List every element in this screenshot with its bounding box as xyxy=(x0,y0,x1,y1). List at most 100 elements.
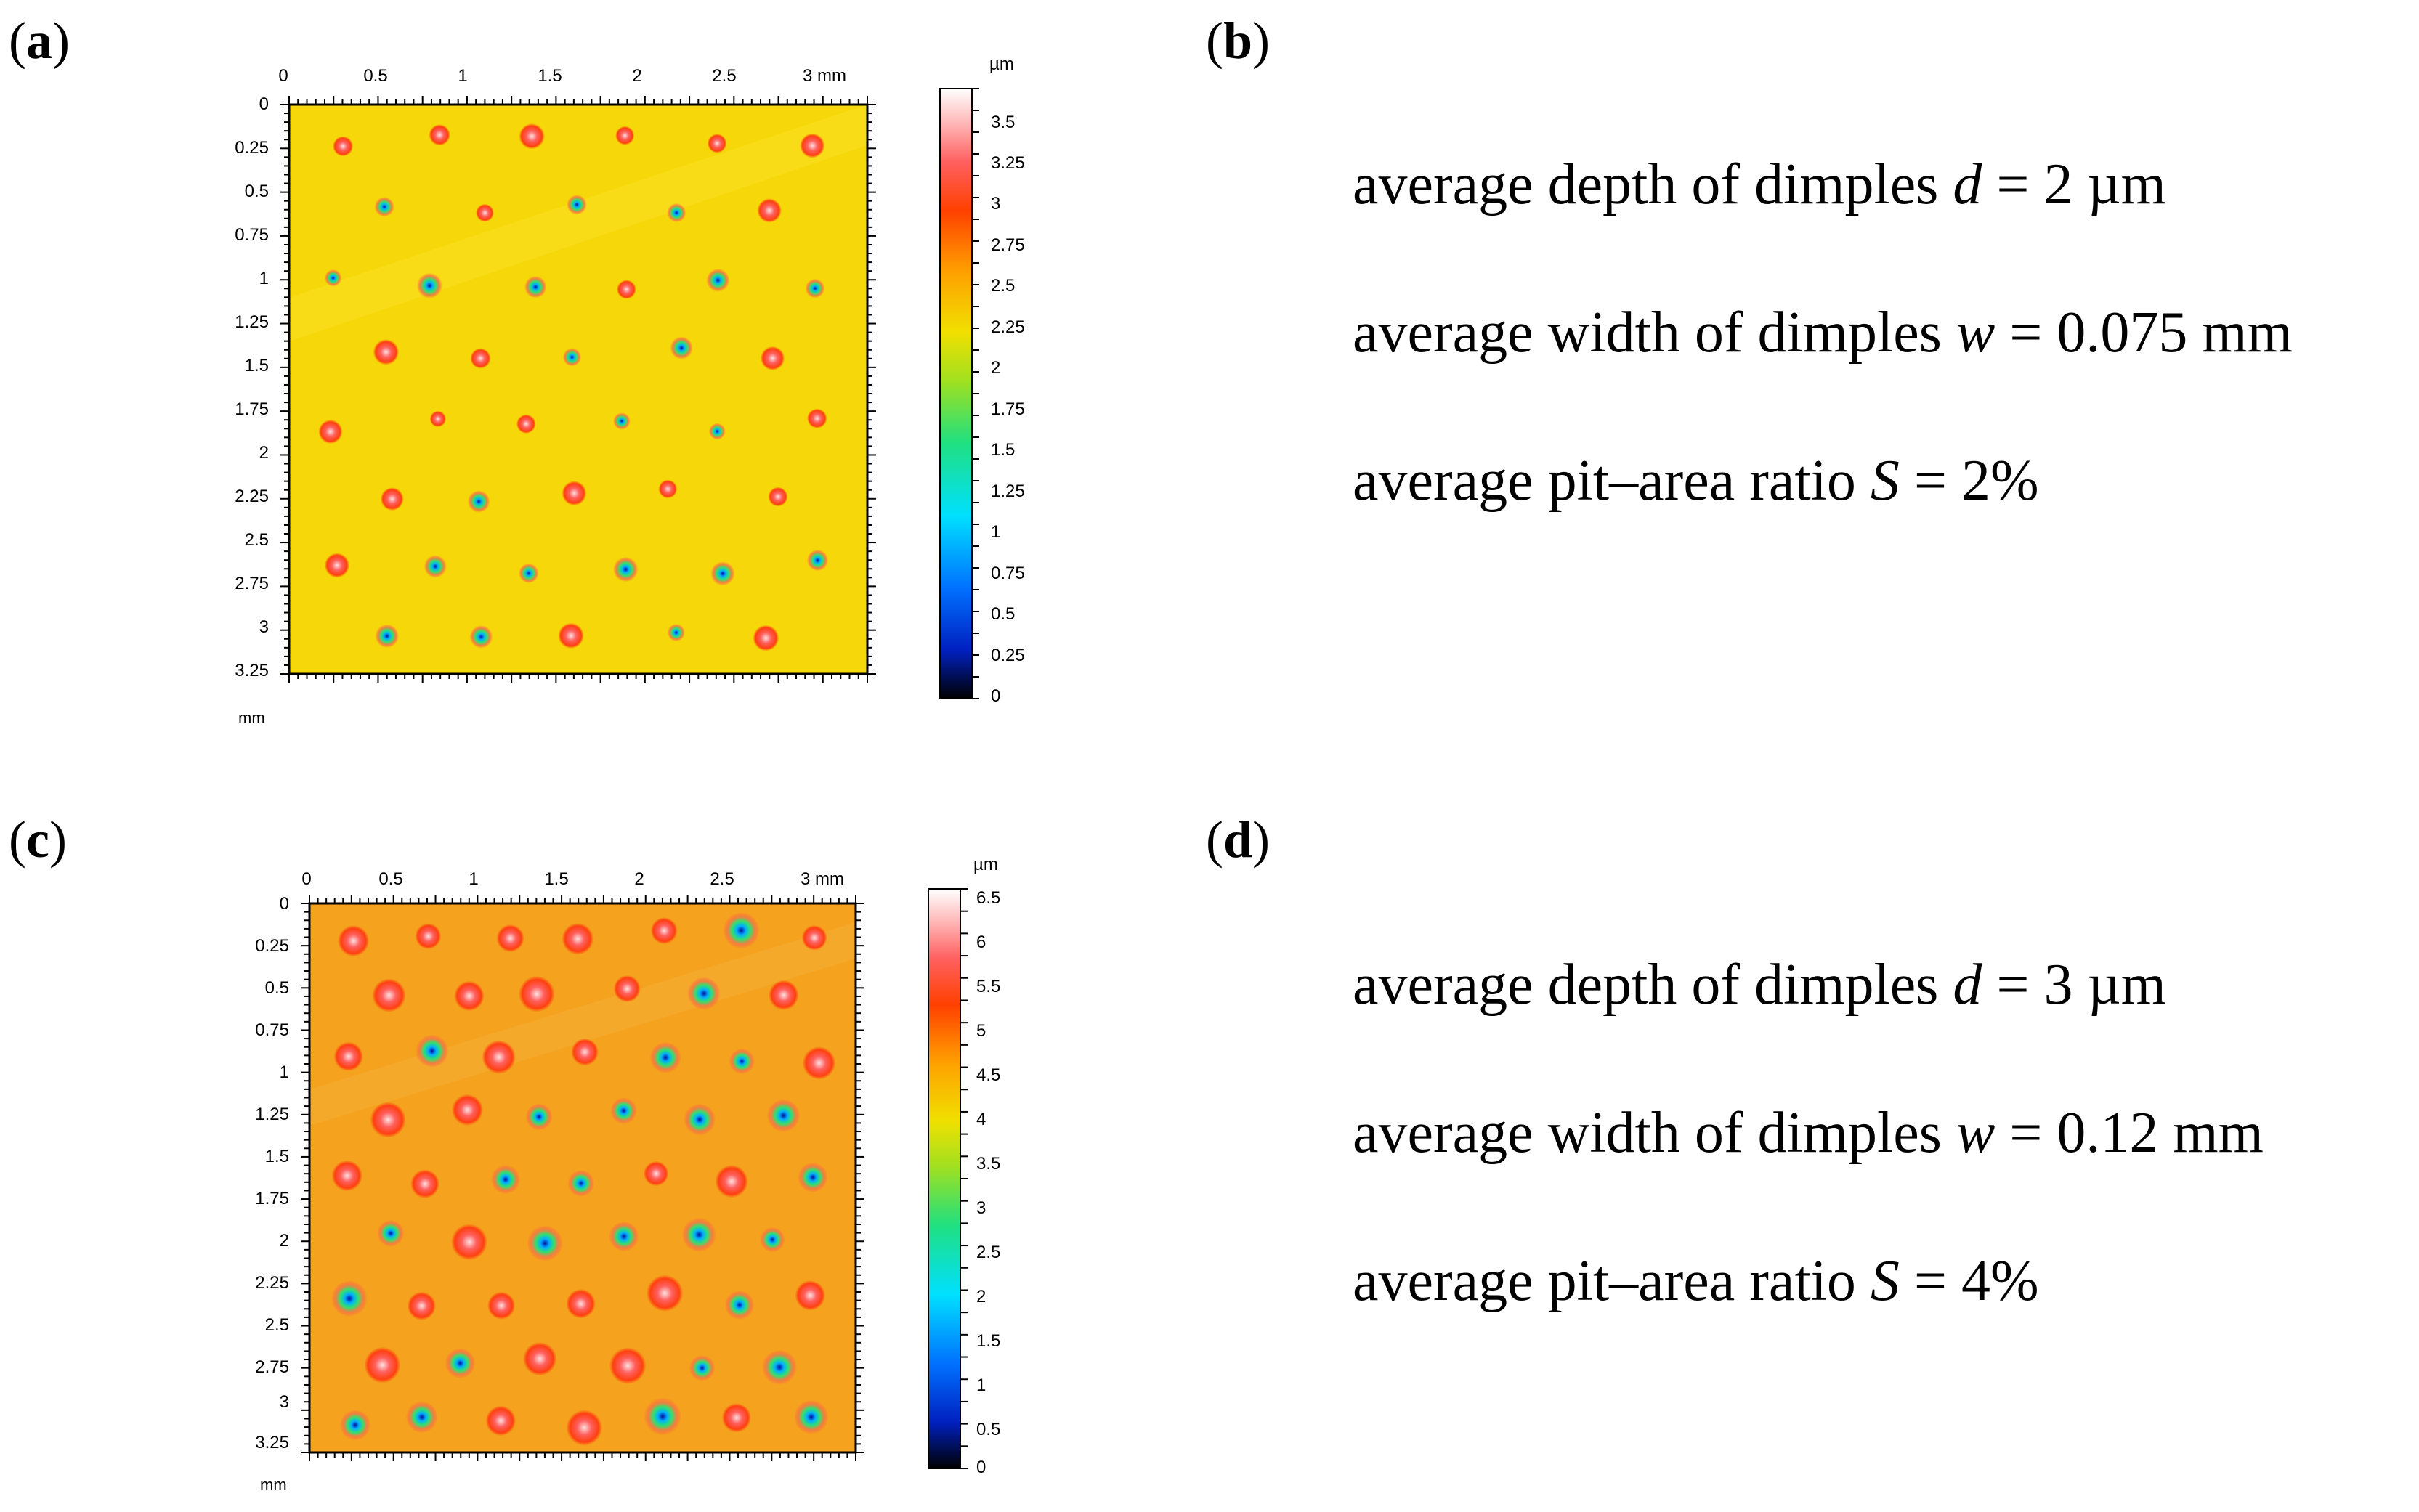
surface-a xyxy=(289,105,867,674)
colorbar-ticks-a xyxy=(972,88,979,699)
colorbar-unit: µm xyxy=(973,855,998,874)
dimple xyxy=(331,1160,363,1192)
y-tick-label: 0.25 xyxy=(255,936,289,956)
dimple xyxy=(617,280,636,299)
dimple xyxy=(333,1041,363,1071)
dimple xyxy=(615,126,635,145)
colorbar-unit: µm xyxy=(989,54,1014,74)
y-tick-label: 1.75 xyxy=(255,1189,289,1208)
dimple xyxy=(609,1347,647,1384)
dimple xyxy=(613,556,639,582)
y-tick-label: 0.75 xyxy=(235,225,269,245)
param-depth-d: average depth of dimples d = 3 µm xyxy=(1353,953,2166,1017)
y-unit-label: mm xyxy=(238,709,265,727)
x-tick-label: 0.5 xyxy=(363,66,387,86)
dimple xyxy=(670,336,693,359)
colorbar-tick-label: 2 xyxy=(991,358,1000,378)
dimple xyxy=(331,1280,368,1317)
colorbar-tick-label: 1.5 xyxy=(976,1331,1000,1351)
dimple xyxy=(798,1162,828,1192)
x-tick-label: 1.5 xyxy=(544,869,568,889)
dimples-a xyxy=(318,123,829,651)
y-tick-label: 1.25 xyxy=(235,312,269,332)
x-tick-label: 1.5 xyxy=(538,66,562,86)
dimple xyxy=(687,977,721,1010)
panel-label-b: (b) xyxy=(1206,12,1271,70)
dimple xyxy=(476,203,494,222)
dimple xyxy=(571,1038,599,1066)
dimple xyxy=(415,923,442,950)
dimple xyxy=(567,1170,595,1197)
dimple xyxy=(667,624,685,642)
dimple xyxy=(567,195,587,215)
map-frame-a xyxy=(288,103,869,675)
dimple xyxy=(646,1275,684,1312)
dimple xyxy=(451,1224,487,1261)
colorbar-tick-label: 2.5 xyxy=(976,1243,1000,1262)
colorbar-tick-label: 6 xyxy=(976,932,986,952)
dimple xyxy=(768,487,788,507)
panel-label-d: (d) xyxy=(1206,810,1271,869)
dimple xyxy=(318,419,343,444)
dimple xyxy=(416,272,443,298)
dimple xyxy=(364,1346,401,1383)
param-width-b: average width of dimples w = 0.075 mm xyxy=(1353,301,2293,365)
dimple xyxy=(519,563,539,584)
dimple xyxy=(707,134,727,153)
colorbar-tick-label: 3.25 xyxy=(991,153,1025,173)
dimple xyxy=(429,124,450,146)
colorbar-tick-label: 4 xyxy=(976,1110,986,1129)
colorbar-tick-label: 4.5 xyxy=(976,1065,1000,1085)
dimple xyxy=(723,912,760,949)
dimple xyxy=(753,625,779,651)
dimple xyxy=(689,1355,716,1381)
dimple xyxy=(649,1041,681,1073)
y-tick-label: 0.75 xyxy=(255,1020,289,1040)
dimple xyxy=(800,133,825,158)
dimple xyxy=(333,136,354,157)
y-tick-label: 1 xyxy=(280,1062,289,1082)
colorbar-tick-label: 0.75 xyxy=(991,564,1025,583)
dimple xyxy=(806,408,827,428)
y-tick-label: 2 xyxy=(280,1231,289,1251)
dimple xyxy=(380,487,404,511)
dimple xyxy=(769,980,799,1010)
dimple xyxy=(523,1341,557,1376)
dimple xyxy=(562,481,587,506)
dimple xyxy=(721,1403,752,1433)
x-tick-label: 0 xyxy=(301,869,311,889)
dimple xyxy=(339,1410,371,1441)
y-tick-label: 3.25 xyxy=(255,1433,289,1452)
dimple xyxy=(424,555,447,578)
dimple xyxy=(667,203,686,223)
dimple xyxy=(519,123,545,150)
colorbar-tick-label: 5 xyxy=(976,1021,986,1041)
dimple xyxy=(487,1291,516,1320)
dimple xyxy=(338,925,370,957)
dimple xyxy=(324,269,342,287)
dimple xyxy=(485,1405,516,1436)
height-map-c: 0 0.5 1 1.5 2 2.5 3 mm 0 0.25 0.5 0.75 1… xyxy=(255,855,1000,1494)
dimple xyxy=(377,1219,405,1247)
dimple xyxy=(429,410,447,428)
y-tick-label: 0.5 xyxy=(245,182,269,201)
colorbar-tick-label: 5.5 xyxy=(976,977,1000,996)
dimple xyxy=(794,1399,829,1434)
colorbar-tick-label: 1 xyxy=(991,522,1000,542)
dimple xyxy=(496,924,524,953)
y-tick-label: 2.75 xyxy=(255,1357,289,1377)
y-tick-label: 2 xyxy=(259,443,269,463)
param-ratio-b: average pit–area ratio S = 2% xyxy=(1353,449,2039,513)
y-tick-label: 2.5 xyxy=(245,530,269,550)
x-tick-label: 2 xyxy=(634,869,644,889)
dimple xyxy=(806,549,829,572)
colorbar-tick-label: 2 xyxy=(976,1287,986,1306)
dimple xyxy=(729,1048,755,1075)
param-width-d: average width of dimples w = 0.12 mm xyxy=(1353,1101,2264,1165)
dimple xyxy=(801,924,827,951)
dimple xyxy=(760,346,785,371)
y-tick-label: 0 xyxy=(280,894,289,914)
dimple xyxy=(710,561,735,586)
dimple xyxy=(482,1040,516,1074)
dimple xyxy=(445,1348,476,1378)
